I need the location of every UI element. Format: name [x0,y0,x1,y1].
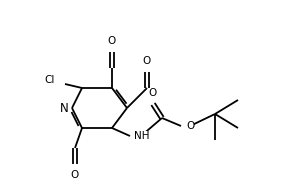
Text: O: O [108,36,116,46]
Text: Cl: Cl [45,75,55,85]
Text: O: O [71,170,79,180]
Text: NH: NH [134,131,149,141]
Text: N: N [60,102,69,114]
Text: O: O [149,88,157,98]
Text: O: O [186,121,194,131]
Text: O: O [143,56,151,66]
